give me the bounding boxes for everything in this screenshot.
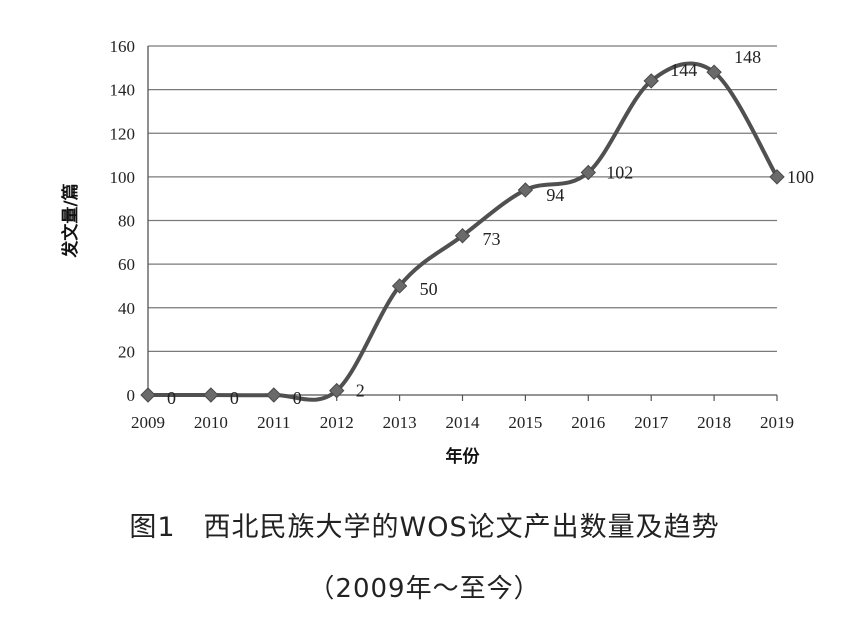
x-tick-label: 2012: [320, 413, 354, 432]
data-point-marker: [580, 164, 597, 181]
data-label: 2: [356, 381, 365, 401]
data-point-marker: [454, 228, 471, 244]
y-tick-label: 0: [127, 386, 136, 405]
y-tick-label: 80: [118, 212, 135, 231]
data-label: 0: [230, 388, 239, 408]
data-point-marker: [643, 73, 659, 89]
data-label: 148: [734, 47, 761, 67]
figure-title: 图1 西北民族大学的WOS论文产出数量及趋势: [129, 512, 720, 543]
data-label: 50: [420, 279, 438, 299]
data-point-marker: [328, 382, 345, 399]
x-tick-label: 2009: [131, 413, 165, 432]
data-label: 73: [483, 229, 501, 249]
data-point-marker: [140, 387, 156, 403]
y-tick-label: 140: [110, 81, 136, 100]
x-tick-label: 2018: [697, 413, 731, 432]
x-tick-label: 2010: [194, 413, 228, 432]
x-tick-label: 2017: [634, 413, 669, 432]
data-point-marker: [706, 64, 722, 80]
data-label: 0: [167, 388, 176, 408]
y-tick-label: 20: [118, 342, 135, 361]
data-labels-layer: 0 0 0 2 50 73 94 102 144 148 100: [167, 47, 814, 408]
y-tick-label: 120: [110, 124, 136, 143]
x-tick-label: 2013: [383, 413, 417, 432]
x-tick-label: 2011: [257, 413, 290, 432]
x-tick-label: 2016: [571, 413, 605, 432]
data-point-marker: [517, 182, 534, 198]
data-label: 100: [787, 167, 814, 187]
data-point-marker: [266, 387, 282, 403]
y-tick-label: 40: [118, 299, 135, 318]
y-axis-title: 发文量/篇: [60, 183, 81, 258]
data-label: 0: [293, 388, 302, 408]
data-label: 102: [606, 163, 633, 183]
figure-subtitle: （2009年～至今）: [308, 574, 541, 604]
markers-layer: [140, 64, 785, 403]
x-tick-label: 2019: [760, 413, 794, 432]
data-point-marker: [769, 169, 785, 185]
x-tick-label: 2014: [446, 413, 481, 432]
y-tick-label: 60: [118, 255, 135, 274]
x-axis-title: 年份: [446, 446, 481, 467]
data-point-marker: [203, 387, 219, 403]
x-tick-label: 2015: [508, 413, 542, 432]
y-tick-label: 160: [110, 37, 136, 56]
data-label: 144: [670, 60, 697, 80]
data-point-marker: [391, 278, 408, 294]
gridlines: [148, 45, 777, 353]
y-tick-labels: 0 20 40 60 80 100 120 140 160: [110, 37, 136, 405]
data-label: 94: [546, 185, 564, 205]
x-tick-labels: 2009 2010 2011 2012 2013 2014 2015 2016 2017 2018…: [131, 395, 794, 432]
y-tick-label: 100: [110, 168, 136, 187]
